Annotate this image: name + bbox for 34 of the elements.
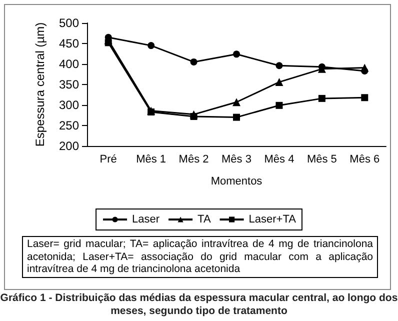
point xyxy=(276,102,283,109)
text: Laser= grid macular; TA= aplicação intravítrea de 4 mg de triancinolona acetonida; Laser+TA= associação do grid macular com a aplicação intravítrea de 4 mg de triancinolona acetonida xyxy=(22,236,378,278)
y-tick-label: 300 xyxy=(58,98,80,112)
x-tick-label: Mês 6 xyxy=(350,154,380,166)
point xyxy=(318,94,326,102)
point xyxy=(232,98,240,106)
point xyxy=(233,114,240,121)
y-tick-label: 500 xyxy=(58,16,80,30)
y-tick-label: 450 xyxy=(58,36,80,50)
y-tick-label: 250 xyxy=(58,118,80,132)
y-axis-title: Espessura central (µm) xyxy=(33,22,47,147)
x-tick-label: Mês 1 xyxy=(136,154,166,166)
x-tick-label: Mês 4 xyxy=(264,154,294,166)
point xyxy=(361,94,368,102)
legend-label: TA xyxy=(198,214,212,226)
point xyxy=(360,64,369,72)
point xyxy=(233,50,240,58)
y-tick-label: 350 xyxy=(58,78,80,92)
point xyxy=(104,39,112,46)
x-axis-title: Momentos xyxy=(210,176,263,188)
point xyxy=(190,112,198,120)
x-tick-label: Mês 5 xyxy=(306,154,337,166)
y-tick-label: 200 xyxy=(58,139,80,153)
x-tick-label: Mês 3 xyxy=(222,154,252,166)
x-tick-label: Mês 2 xyxy=(178,154,209,166)
point xyxy=(275,78,284,86)
point xyxy=(148,42,155,50)
x-tick-label: Pré xyxy=(100,154,117,166)
point xyxy=(276,62,283,70)
legend-label: Laser+TA xyxy=(248,214,297,226)
legend-label: Laser xyxy=(132,214,160,226)
text: Gráfico 1 - Distribuição das médias da espessura macular central, ao longo dos meses, segundo tipo de tratamento xyxy=(0,292,398,318)
y-tick-label: 400 xyxy=(58,57,80,71)
point xyxy=(190,58,198,66)
